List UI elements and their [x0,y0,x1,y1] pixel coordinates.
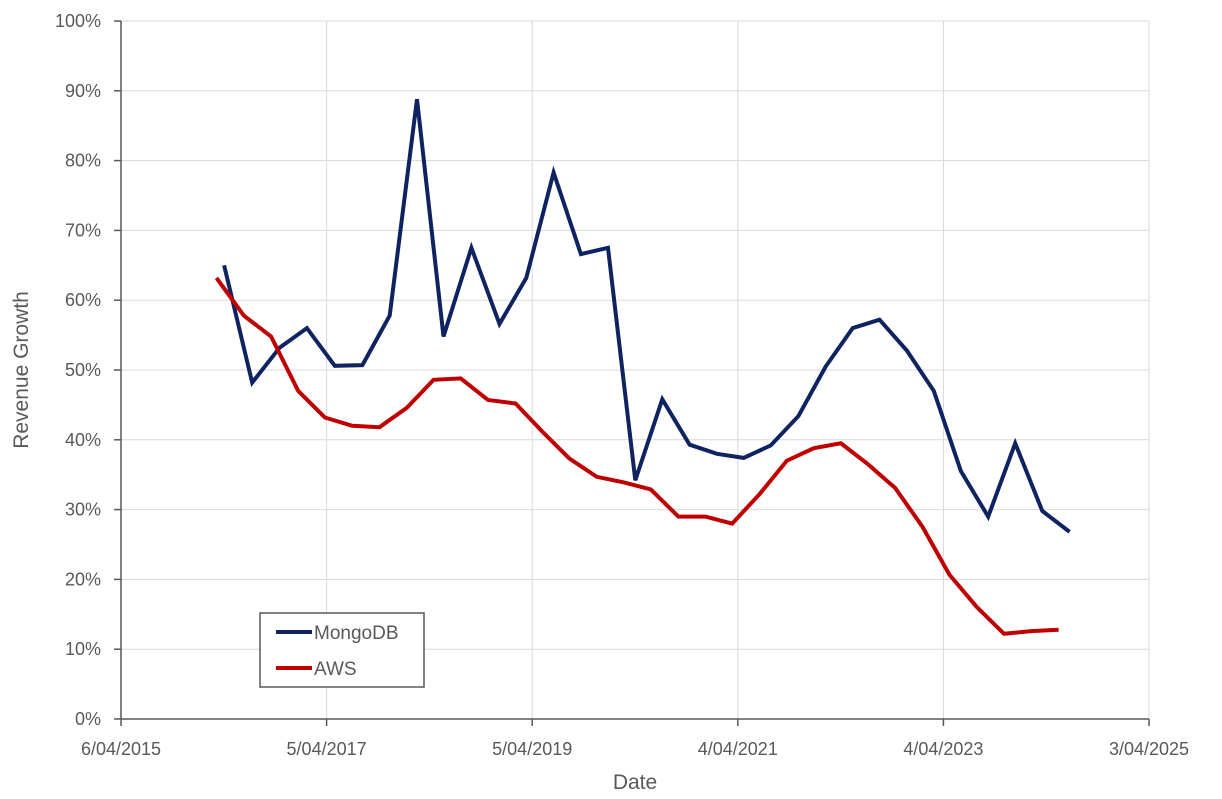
y-tick-label: 30% [65,500,101,520]
data-point-aws [1002,632,1006,636]
data-point-mongodb [222,263,226,267]
data-point-aws [1029,629,1033,633]
legend-box [259,612,425,688]
data-point-mongodb [305,326,309,330]
legend: MongoDB AWS [259,612,425,688]
data-point-aws [703,515,707,519]
data-point-aws [595,475,599,479]
legend-label-mongodb: MongoDB [314,623,399,644]
data-point-aws [514,402,518,406]
x-tick-label: 3/04/2025 [1109,739,1189,759]
data-point-mongodb [1068,530,1072,534]
y-tick-label: 100% [55,11,101,31]
data-point-mongodb [469,246,473,250]
data-point-aws [350,424,354,428]
y-tick-label: 90% [65,81,101,101]
series-lines [214,97,1072,636]
data-point-aws [459,376,463,380]
data-point-aws [676,515,680,519]
x-tick-label: 4/04/2021 [698,739,778,759]
data-point-mongodb [796,414,800,418]
data-point-mongodb [932,389,936,393]
data-point-aws [242,314,246,318]
x-tick-label: 5/04/2017 [287,739,367,759]
y-tick-label: 10% [65,639,101,659]
data-point-mongodb [552,171,556,175]
data-point-aws [812,446,816,450]
data-point-aws [432,378,436,382]
data-point-mongodb [524,276,528,280]
data-point-mongodb [905,349,909,353]
data-point-mongodb [878,318,882,322]
data-point-mongodb [579,252,583,256]
data-point-mongodb [688,443,692,447]
data-point-aws [974,605,978,609]
data-point-aws [947,573,951,577]
x-tick-label: 4/04/2023 [903,739,983,759]
data-point-aws [622,480,626,484]
data-point-aws [649,487,653,491]
y-tick-label: 50% [65,360,101,380]
series-line-aws [214,276,1059,636]
data-point-mongodb [250,381,254,385]
x-tick-label: 6/04/2015 [81,739,161,759]
data-point-aws [839,441,843,445]
data-point-aws [215,276,219,280]
data-point-mongodb [388,314,392,318]
data-point-mongodb [986,515,990,519]
data-point-aws [323,416,327,420]
data-point-mongodb [415,97,419,101]
y-axis-title: Revenue Growth [10,291,33,449]
data-point-mongodb [715,452,719,456]
data-point-aws [405,406,409,410]
data-point-aws [921,525,925,529]
data-point-mongodb [769,443,773,447]
data-point-aws [893,486,897,490]
data-point-aws [269,335,273,339]
y-tick-label: 80% [65,151,101,171]
series-line-mongodb [222,98,1071,534]
data-point-mongodb [959,469,963,473]
data-point-aws [567,457,571,461]
data-point-mongodb [1013,441,1017,445]
data-point-aws [296,389,300,393]
y-tick-label: 0% [75,709,101,729]
data-point-mongodb [360,363,364,367]
gridlines [121,20,1150,719]
data-point-aws [758,492,762,496]
data-point-aws [1057,628,1061,632]
data-point-mongodb [633,478,637,482]
x-tick-labels: 6/04/2015 5/04/2017 5/04/2019 4/04/2021 4/04… [81,739,1189,759]
data-point-mongodb [333,364,337,368]
data-point-mongodb [442,335,446,339]
data-point-aws [785,459,789,463]
data-point-mongodb [1040,509,1044,513]
legend-label-aws: AWS [314,659,357,680]
data-point-aws [486,398,490,402]
data-point-mongodb [606,246,610,250]
y-tick-label: 20% [65,569,101,589]
data-point-mongodb [660,397,664,401]
data-point-mongodb [824,365,828,369]
data-point-aws [378,425,382,429]
y-tick-label: 70% [65,220,101,240]
y-tick-labels: 0% 10% 20% 30% 40% 50% 60% 70% 80% 90% 100% [55,11,101,729]
x-tick-label: 5/04/2019 [492,739,572,759]
y-tick-label: 60% [65,290,101,310]
data-point-mongodb [742,456,746,460]
data-point-aws [540,429,544,433]
axes [114,20,1150,726]
data-point-mongodb [851,326,855,330]
x-axis-title: Date [613,771,657,794]
data-point-mongodb [498,322,502,326]
y-tick-label: 40% [65,430,101,450]
data-point-aws [866,462,870,466]
data-point-aws [730,522,734,526]
